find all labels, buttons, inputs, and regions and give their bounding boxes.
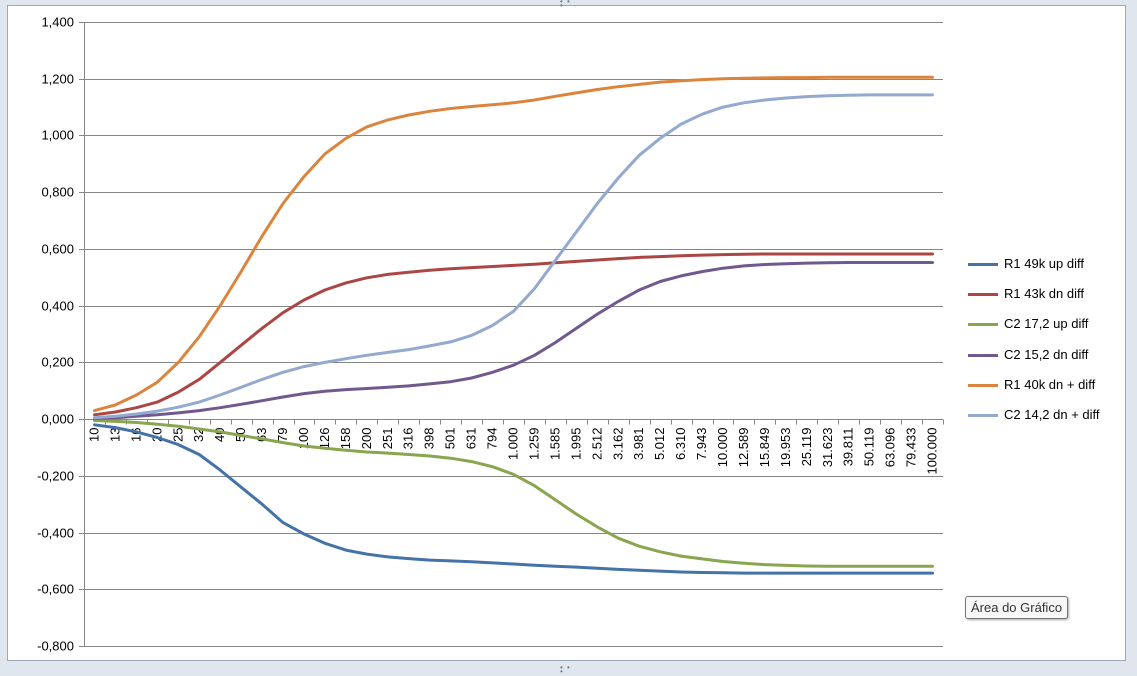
y-tick-label: -0,800	[37, 639, 74, 654]
x-tick-label: 316	[401, 428, 416, 450]
x-tick-label: 79.433	[904, 428, 919, 468]
chart-area[interactable]: 1,400 1,200 1,000 0,800 0,600 0,400 0,200 0,000…	[7, 5, 1126, 661]
y-tick-label: -0,600	[37, 582, 74, 597]
x-tick-label: 13	[107, 428, 122, 442]
y-tick-label: 0,600	[41, 242, 74, 257]
x-tick-label: 158	[338, 428, 353, 450]
legend-label: R1 43k dn diff	[1004, 286, 1084, 302]
x-tick-label: 100	[296, 428, 311, 450]
x-tick-label: 2.512	[589, 428, 604, 461]
y-tick-label: 1,200	[41, 72, 74, 87]
x-tick-label: 794	[485, 428, 500, 450]
x-tick-label: 1.000	[506, 428, 521, 461]
y-tick-label: 0,000	[41, 412, 74, 427]
top-resize-handle[interactable]: • • •	[560, 0, 571, 10]
x-tick-label: 3.162	[610, 428, 625, 461]
legend-swatch	[968, 353, 998, 357]
x-tick-label: 631	[464, 428, 479, 450]
series-line-2[interactable]	[93, 252, 934, 417]
x-tick-label: 31.623	[820, 428, 835, 468]
series-line-5[interactable]	[93, 75, 934, 413]
legend-swatch	[968, 413, 998, 417]
legend-item[interactable]: R1 49k up diff	[968, 249, 1128, 279]
x-tick-label: 3.981	[631, 428, 646, 461]
line-chart: 1,400 1,200 1,000 0,800 0,600 0,400 0,200 0,000…	[37, 15, 944, 654]
y-tick-label: 1,000	[41, 128, 74, 143]
x-tick-label: 1.995	[568, 428, 583, 461]
x-tick-label: 50.119	[862, 428, 877, 467]
x-tick-label: 19.953	[778, 428, 793, 468]
y-tick-label: 0,800	[41, 185, 74, 200]
legend-swatch	[968, 323, 998, 327]
legend-swatch	[968, 263, 998, 266]
y-tick-label: -0,400	[37, 526, 74, 541]
legend-label: R1 40k dn + diff	[1004, 376, 1096, 392]
series-line-3[interactable]	[93, 419, 934, 568]
series-line-6[interactable]	[93, 93, 934, 420]
y-tick-label: 0,400	[41, 299, 74, 314]
x-tick-label: 10.000	[715, 428, 730, 468]
x-tick-label: 5.012	[652, 428, 667, 461]
x-tick-label: 200	[359, 428, 374, 450]
x-tick-label: 126	[317, 428, 332, 450]
legend-item[interactable]: R1 43k dn diff	[968, 279, 1128, 309]
bottom-resize-handle[interactable]: • • •	[560, 663, 571, 676]
legend[interactable]: R1 49k up diff R1 43k dn diff C2 17,2 up d…	[968, 249, 1128, 430]
chart-area-tooltip: Área do Gráfico	[965, 596, 1069, 619]
legend-label: R1 49k up diff	[1004, 256, 1084, 271]
x-tick-label: 100.000	[925, 428, 940, 475]
x-tick-label: 25.119	[799, 428, 814, 467]
legend-item[interactable]: C2 17,2 up diff	[968, 309, 1128, 339]
legend-label: C2 14,2 dn + diff	[1004, 406, 1100, 422]
gridlines	[79, 22, 943, 647]
x-tick-label: 251	[380, 428, 395, 450]
x-tick-label: 7.943	[694, 428, 709, 461]
legend-label: C2 17,2 up diff	[1004, 316, 1089, 332]
x-tick-label: 63.096	[883, 428, 898, 468]
series-line-1[interactable]	[93, 423, 934, 575]
legend-swatch	[968, 383, 998, 387]
x-tick-label: 501	[443, 428, 458, 450]
x-tick-label: 25	[170, 428, 185, 442]
y-tick-label: 0,200	[41, 355, 74, 370]
y-tick-label: -0,200	[37, 469, 74, 484]
legend-item[interactable]: C2 15,2 dn diff	[968, 340, 1128, 370]
x-tick-label: 1.585	[547, 428, 562, 461]
x-tick-label: 398	[422, 428, 437, 450]
x-tick-label: 12.589	[736, 428, 751, 468]
series-line-4[interactable]	[93, 261, 934, 420]
x-tick-label: 6.310	[673, 428, 688, 461]
x-tick-label: 15.849	[757, 428, 772, 468]
x-tick-label: 1.259	[526, 428, 541, 461]
x-tick-label: 79	[275, 428, 290, 442]
y-tick-label: 1,400	[41, 15, 74, 30]
legend-swatch	[968, 293, 998, 297]
x-tick-label: 39.811	[841, 428, 856, 467]
legend-item[interactable]: C2 14,2 dn + diff	[968, 400, 1128, 430]
legend-label: C2 15,2 dn diff	[1004, 346, 1089, 362]
x-tick-label: 32	[191, 428, 206, 442]
x-tick-label: 10	[86, 428, 101, 442]
legend-item[interactable]: R1 40k dn + diff	[968, 370, 1128, 400]
